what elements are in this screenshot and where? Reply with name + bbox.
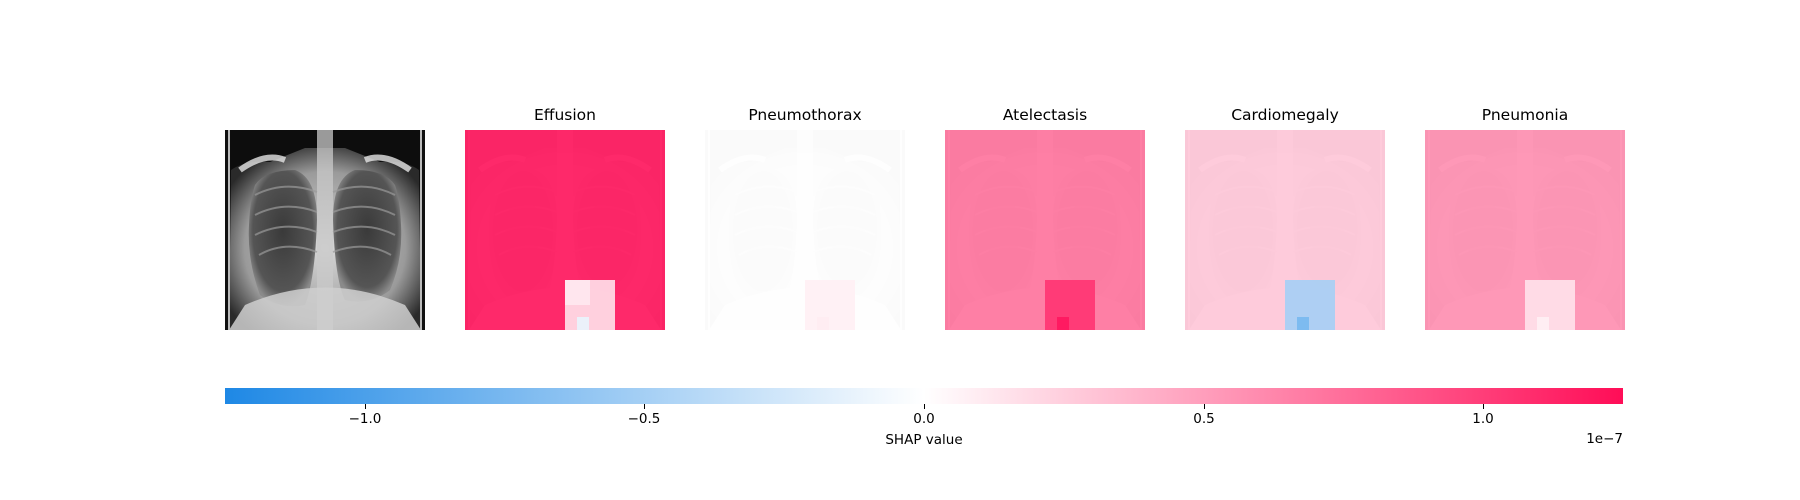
colorbar-tick-label: 0.5 [1193, 411, 1215, 427]
panel-title-effusion: Effusion [534, 106, 596, 124]
shap-patch [1297, 317, 1309, 330]
shap-patch [565, 280, 590, 305]
shap-panel-effusion [465, 130, 665, 330]
colorbar-tick-mark [924, 404, 925, 409]
panel-title-pneumothorax: Pneumothorax [748, 106, 862, 124]
shap-patch [1045, 280, 1095, 330]
panel-title-pneumonia: Pneumonia [1481, 106, 1569, 124]
colorbar-tick-label: 1.0 [1472, 411, 1494, 427]
colorbar-exponent: 1e−7 [1586, 431, 1623, 447]
shap-panel-atelectasis [945, 130, 1145, 330]
colorbar-tick-mark [1483, 404, 1484, 409]
colorbar-tick-label: 0.0 [913, 411, 935, 427]
colorbar-tick-label: −0.5 [627, 411, 661, 427]
shap-colorbar [225, 388, 1623, 404]
colorbar-tick-mark [365, 404, 366, 409]
shap-panel-cardiomegaly [1185, 130, 1385, 330]
shap-patch [817, 317, 829, 330]
panel-title-atelectasis: Atelectasis [1002, 106, 1088, 124]
shap-panel-pneumothorax [705, 130, 905, 330]
colorbar-tick-mark [1204, 404, 1205, 409]
shap-patch [1525, 280, 1575, 330]
shap-patch [1537, 317, 1549, 330]
shap-patch [805, 280, 855, 330]
shap-panel-pneumonia [1425, 130, 1625, 330]
shap-patch [1057, 317, 1069, 330]
colorbar-label: SHAP value [885, 432, 963, 448]
panel-title-cardiomegaly: Cardiomegaly [1231, 106, 1339, 124]
input-xray-image [225, 130, 425, 330]
colorbar-tick-label: −1.0 [348, 411, 382, 427]
shap-patch [577, 317, 589, 330]
colorbar-tick-mark [644, 404, 645, 409]
shap-patch [1285, 280, 1335, 330]
chest-xray-image [225, 130, 425, 330]
